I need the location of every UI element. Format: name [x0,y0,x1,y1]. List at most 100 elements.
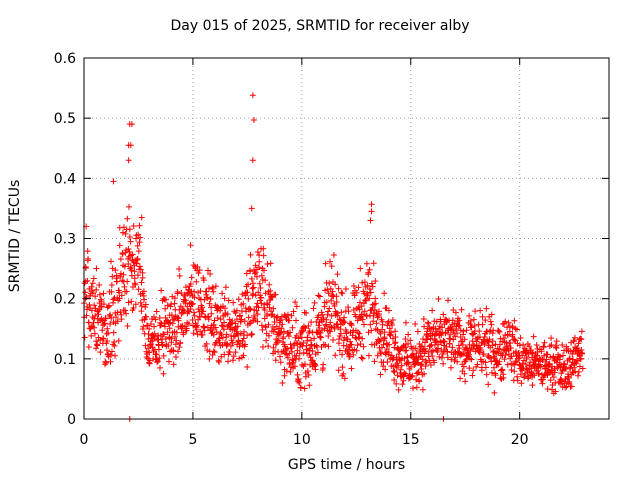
data-point [90,275,97,282]
data-point [182,284,189,291]
data-point [116,295,123,302]
y-tick-label: 0.3 [54,232,76,248]
data-point [265,332,272,339]
data-point [313,342,320,349]
data-point [270,344,277,351]
data-point [249,157,256,164]
data-point [88,332,95,339]
data-point [506,328,513,335]
data-point [386,325,393,332]
data-point [363,312,370,319]
data-point [390,367,397,374]
data-point [168,335,175,342]
data-point [285,333,292,340]
data-point [315,312,322,319]
data-point [299,361,306,368]
data-point [432,331,439,338]
data-point [109,273,116,280]
data-point [242,292,249,299]
data-point [457,327,464,334]
x-tick-label: 10 [293,432,311,448]
data-point [95,311,102,318]
data-point [354,317,361,324]
data-point [504,324,511,331]
data-point [226,316,233,323]
data-point [102,358,109,365]
data-point [509,331,516,338]
data-point [297,384,304,391]
data-point [262,324,269,331]
y-tick-label: 0.1 [54,352,76,368]
data-point [342,285,349,292]
data-point [122,307,129,314]
data-point [311,299,318,306]
data-point [146,325,153,332]
data-point [337,326,344,333]
data-point [191,294,198,301]
data-point [368,201,375,208]
data-point [374,352,381,359]
data-point [488,369,495,376]
data-point [359,316,366,323]
data-point [500,374,507,381]
data-point [219,323,226,330]
data-point [296,379,303,386]
data-point [487,318,494,325]
data-point [308,319,315,326]
data-point [108,282,115,289]
data-point [283,351,290,358]
data-point [230,357,236,364]
data-point [271,318,278,325]
data-point [136,222,143,229]
data-point [142,301,149,308]
data-point [138,214,145,221]
data-point [218,353,225,360]
data-point [518,380,525,387]
data-point [511,368,518,375]
data-point [182,297,189,304]
data-point [372,300,379,307]
data-point [204,295,211,302]
data-point [187,292,194,299]
data-point [160,370,167,377]
data-point [334,271,341,278]
data-point [134,255,141,262]
data-point [164,302,171,309]
data-point [479,321,486,328]
data-point [543,356,550,363]
data-point [489,342,496,349]
data-point [210,288,217,295]
data-point [178,323,185,330]
data-point [385,349,392,356]
data-point [199,331,206,338]
data-point [213,329,220,336]
data-point [307,354,314,361]
data-point [93,345,100,352]
data-point [377,371,384,378]
data-point [357,265,364,272]
data-point [369,301,376,308]
data-point [501,356,508,363]
data-point [105,350,112,357]
data-point [339,351,346,358]
data-point [556,353,563,360]
data-point [412,345,419,352]
data-point [346,353,353,360]
data-point [424,319,431,326]
data-point [94,342,101,349]
data-point [397,366,404,373]
data-point [84,248,91,255]
data-point [378,350,385,357]
data-point [451,358,458,365]
data-point [287,329,294,336]
data-point [381,329,388,336]
data-point [255,264,262,271]
data-point [257,297,264,304]
data-point [139,274,146,281]
data-point [372,295,379,302]
data-point [272,357,279,364]
data-point [305,371,312,378]
data-point [138,303,145,310]
data-point [312,366,319,373]
data-point [144,322,151,329]
